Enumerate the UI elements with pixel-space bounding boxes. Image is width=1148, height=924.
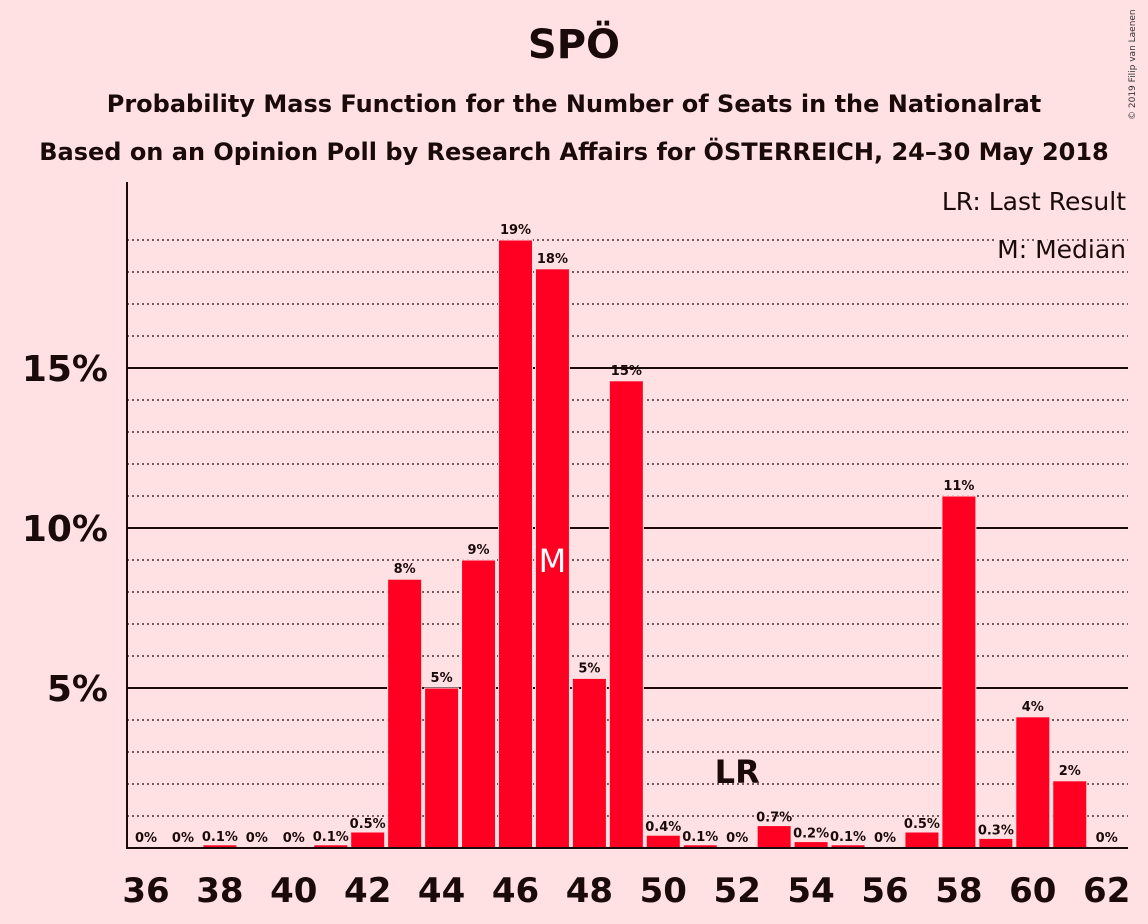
bar-43 [387, 578, 423, 849]
bar-value-label: 0.5% [904, 817, 940, 832]
bar-value-label: 0.1% [682, 830, 718, 845]
y-tick-label: 10% [22, 509, 108, 550]
x-tick-label: 58 [935, 871, 982, 911]
x-tick-label: 36 [122, 871, 169, 911]
bar-59 [978, 837, 1014, 849]
x-tick-label: 52 [714, 871, 761, 911]
median-marker: M [539, 542, 567, 580]
x-tick-label: 42 [344, 871, 391, 911]
bar-50 [645, 834, 681, 849]
x-tick-label: 48 [566, 871, 613, 911]
bar-61 [1052, 780, 1088, 849]
last-result-marker: LR [715, 753, 760, 791]
x-tick-label: 46 [492, 871, 539, 911]
y-tick-label: 15% [22, 349, 108, 390]
bar-44 [424, 687, 460, 849]
bar-value-label: 9% [468, 543, 490, 558]
bar-value-label: 0% [172, 831, 194, 846]
bar-53 [756, 825, 792, 849]
bar-value-label: 0% [246, 831, 268, 846]
bar-value-label: 0% [874, 831, 896, 846]
chart-title: SPÖ [527, 22, 621, 68]
bar-value-label: 0% [135, 831, 157, 846]
bar-value-label: 0.4% [645, 820, 681, 835]
bar-49 [608, 380, 644, 849]
bar-value-label: 18% [537, 252, 568, 267]
chart-source: Based on an Opinion Poll by Research Aff… [39, 138, 1109, 166]
bar-value-label: 0.1% [202, 830, 238, 845]
bar-value-label: 15% [611, 364, 642, 379]
bar-value-label: 2% [1059, 764, 1081, 779]
bar-45 [461, 559, 497, 849]
bar-value-label: 0% [1096, 831, 1118, 846]
x-tick-label: 54 [787, 871, 834, 911]
bar-value-label: 4% [1022, 700, 1044, 715]
bar-value-label: 11% [943, 479, 974, 494]
bar-57 [904, 831, 940, 849]
bar-48 [571, 677, 607, 849]
bar-60 [1015, 716, 1051, 849]
x-tick-label: 60 [1009, 871, 1056, 911]
bar-42 [350, 831, 386, 849]
bar-value-label: 0.3% [978, 823, 1014, 838]
bar-value-label: 19% [500, 223, 531, 238]
legend-entry: LR: Last Result [942, 187, 1126, 216]
bar-58 [941, 495, 977, 849]
bar-value-label: 0.2% [793, 827, 829, 842]
bar-value-label: 5% [431, 671, 453, 686]
bar-value-label: 0% [726, 831, 748, 846]
x-tick-label: 44 [418, 871, 465, 911]
x-tick-label: 38 [196, 871, 243, 911]
x-tick-label: 62 [1083, 871, 1130, 911]
bar-value-label: 0.7% [756, 811, 792, 826]
legend-entry: M: Median [997, 235, 1126, 264]
chart-subtitle: Probability Mass Function for the Number… [106, 90, 1042, 118]
x-tick-label: 50 [640, 871, 687, 911]
bar-value-label: 5% [578, 661, 600, 676]
bar-value-label: 0.1% [313, 830, 349, 845]
x-tick-label: 56 [861, 871, 908, 911]
y-tick-label: 5% [47, 669, 108, 710]
bar-value-label: 0% [283, 831, 305, 846]
bar-value-label: 8% [394, 562, 416, 577]
bar-value-label: 0.1% [830, 830, 866, 845]
bar-value-label: 0.5% [350, 817, 386, 832]
x-tick-label: 40 [270, 871, 317, 911]
bar-46 [498, 239, 533, 849]
